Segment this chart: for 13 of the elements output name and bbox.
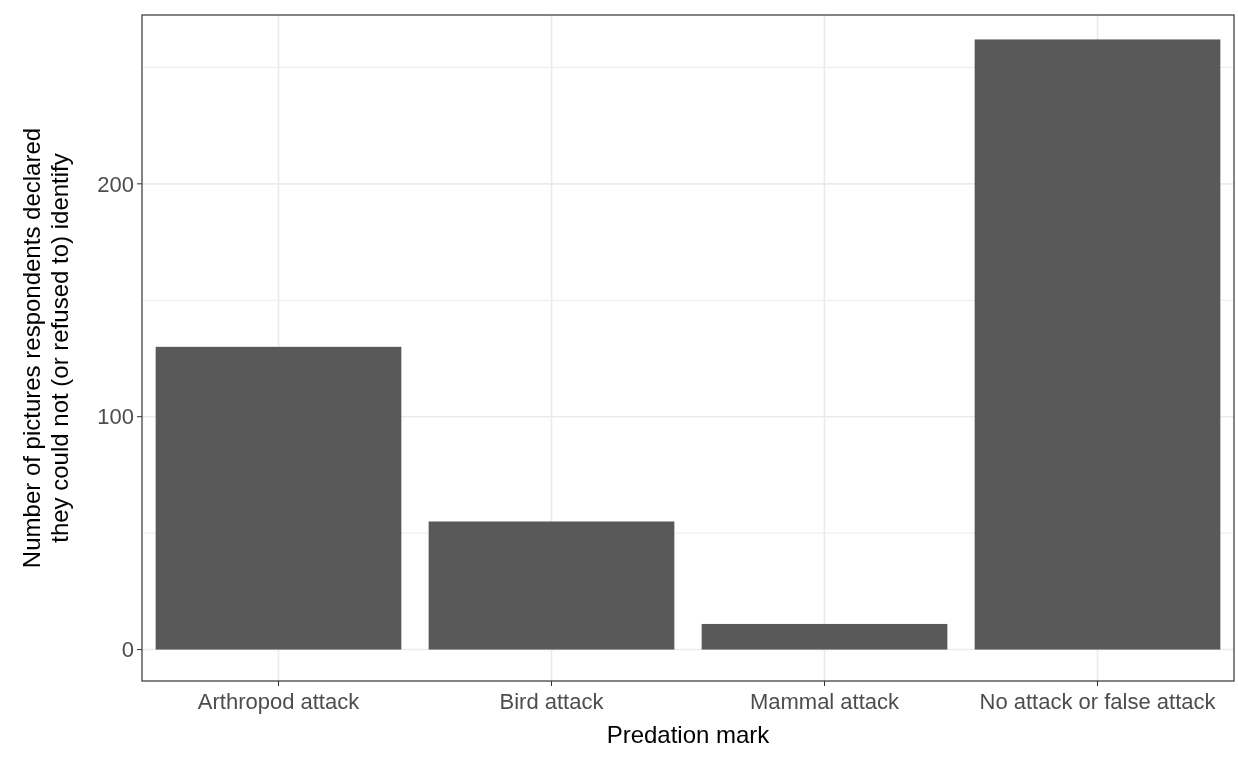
x-tick-label: No attack or false attack <box>979 689 1217 714</box>
bar <box>428 521 675 650</box>
y-tick-label: 0 <box>121 637 134 663</box>
bar <box>974 39 1221 650</box>
bar <box>701 623 948 650</box>
x-tick-label: Mammal attack <box>749 689 901 714</box>
y-tick-label: 100 <box>97 404 134 430</box>
x-tick-label: Arthropod attack <box>197 689 361 714</box>
y-tick-label: 200 <box>97 171 134 197</box>
bar <box>155 346 402 650</box>
x-axis-title: Predation mark <box>606 721 771 748</box>
x-tick-label: Bird attack <box>499 689 605 714</box>
y-axis-title: Number of pictures respondents declared they could not (or refused to) identify <box>18 127 73 569</box>
